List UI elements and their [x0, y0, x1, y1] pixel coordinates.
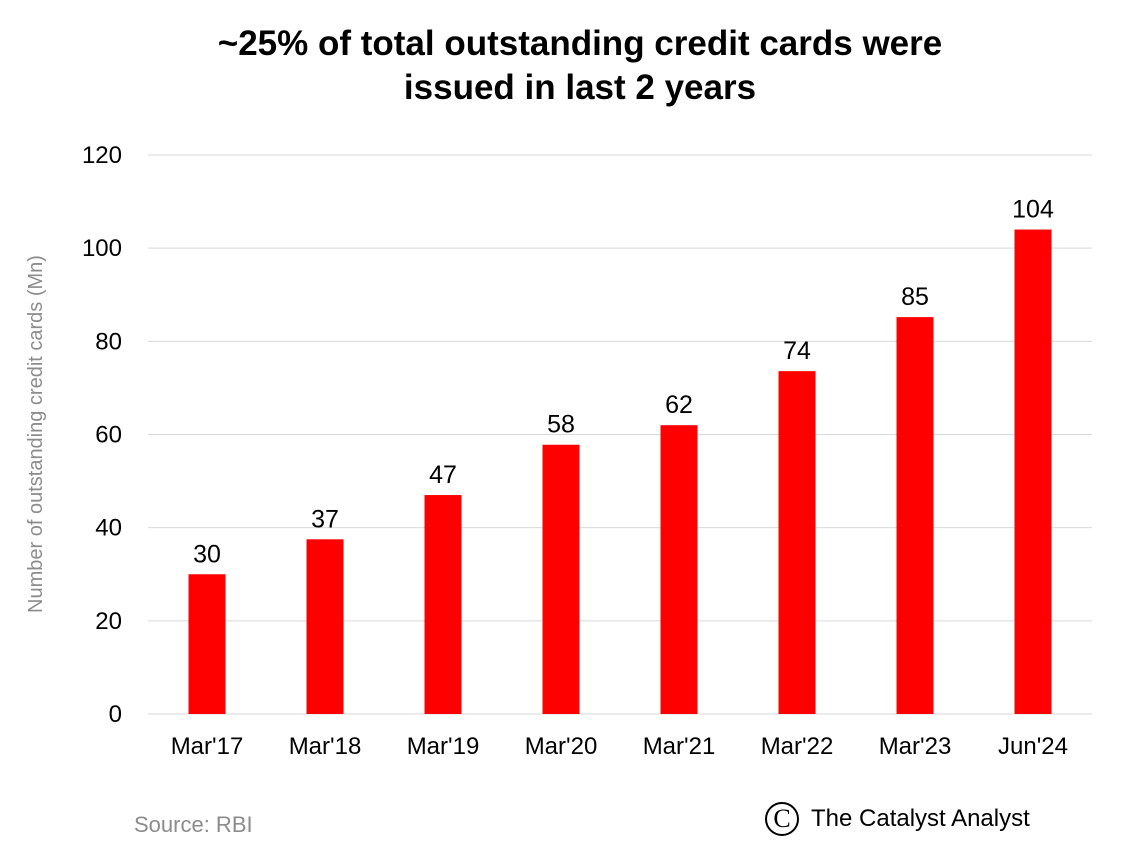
y-tick-label: 100 [82, 235, 122, 262]
bar [1014, 229, 1052, 715]
data-labels: 30 37 47 58 62 74 85 104 [193, 196, 1054, 569]
bar [306, 539, 344, 714]
y-tick-label: 80 [95, 328, 122, 355]
y-tick-label: 40 [95, 515, 122, 542]
data-label: 85 [901, 283, 929, 311]
brand-name: The Catalyst Analyst [811, 805, 1030, 832]
x-tick-label: Mar'23 [879, 733, 952, 760]
x-tick-label: Mar'22 [761, 733, 834, 760]
x-tick-label: Mar'17 [171, 733, 244, 760]
bar [778, 371, 816, 714]
x-tick-label: Mar'19 [407, 733, 480, 760]
bar [424, 495, 462, 714]
y-axis-label: Number of outstanding credit cards (Mn) [25, 255, 47, 613]
brand: C The Catalyst Analyst [765, 802, 1030, 836]
data-label: 58 [547, 411, 575, 439]
y-tick-label: 60 [95, 422, 122, 449]
y-tick-label: 20 [95, 608, 122, 635]
source-note: Source: RBI [134, 812, 253, 837]
bar [896, 317, 934, 714]
data-label: 47 [429, 461, 457, 489]
x-axis-ticks: Mar'17 Mar'18 Mar'19 Mar'20 Mar'21 Mar'22 Mar'… [171, 733, 1068, 760]
bar [188, 574, 226, 714]
data-label: 104 [1012, 196, 1054, 224]
bars [188, 229, 1052, 715]
bar [542, 444, 580, 714]
copyright-icon: C [765, 802, 799, 836]
data-label: 37 [311, 505, 339, 533]
chart-title: ~25% of total outstanding credit cards w… [0, 22, 1144, 110]
x-tick-label: Mar'21 [643, 733, 716, 760]
chart-title-line-1: ~25% of total outstanding credit cards w… [217, 24, 943, 63]
data-label: 62 [665, 391, 693, 419]
y-tick-label: 120 [82, 142, 122, 169]
x-tick-label: Mar'18 [289, 733, 362, 760]
x-tick-label: Jun'24 [998, 733, 1068, 760]
y-tick-label: 0 [109, 701, 122, 728]
data-label: 30 [193, 540, 221, 568]
chart-title-line-2: issued in last 2 years [403, 68, 757, 107]
bar [660, 425, 698, 714]
data-label: 74 [783, 337, 811, 365]
y-axis-ticks: 0 20 40 60 80 100 120 [82, 142, 122, 728]
gridlines [148, 154, 1092, 715]
x-tick-label: Mar'20 [525, 733, 598, 760]
